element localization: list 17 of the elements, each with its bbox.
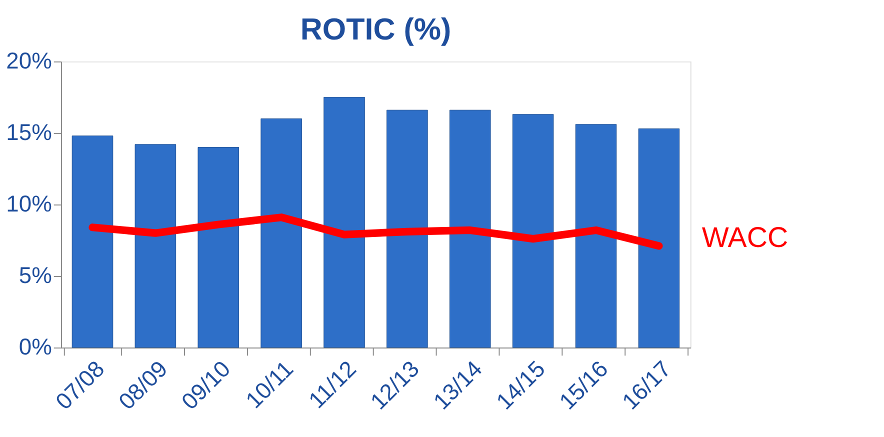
bar — [72, 136, 114, 348]
bar — [450, 110, 491, 348]
bar — [575, 124, 617, 348]
bar — [386, 110, 428, 348]
y-tick-label: 5% — [18, 262, 52, 288]
bar — [324, 96, 365, 348]
bar — [512, 114, 554, 348]
bar — [260, 118, 302, 348]
y-tick-label: 15% — [6, 119, 52, 146]
bar — [134, 144, 176, 348]
series-label: WACC — [702, 222, 788, 254]
y-tick-label: 20% — [6, 48, 52, 74]
bar — [198, 147, 240, 348]
chart-title: ROTIC (%) — [300, 12, 452, 47]
y-tick-label: 10% — [6, 190, 52, 217]
y-tick-label: 0% — [18, 334, 52, 360]
bar — [638, 128, 680, 348]
